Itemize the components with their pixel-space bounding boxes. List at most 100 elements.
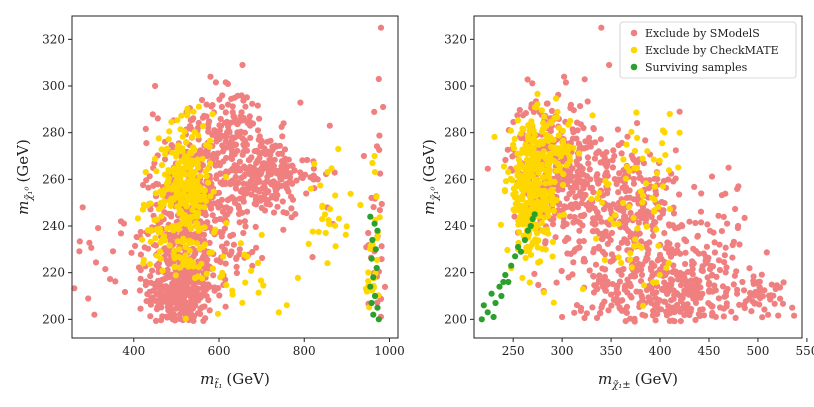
right-point-exclude-by-smodels — [577, 144, 584, 151]
left-point-exclude-by-checkmate — [140, 201, 147, 208]
left-point-exclude-by-smodels — [136, 287, 143, 294]
left-point-exclude-by-checkmate — [159, 267, 166, 274]
left-point-exclude-by-smodels — [165, 210, 172, 217]
right-point-exclude-by-checkmate — [654, 170, 661, 177]
right-point-exclude-by-smodels — [581, 314, 588, 322]
right-point-exclude-by-smodels — [651, 302, 658, 309]
right-point-exclude-by-smodels — [692, 219, 699, 227]
left-point-exclude-by-checkmate — [357, 201, 364, 209]
right-point-surviving-samples — [508, 262, 515, 269]
right-point-exclude-by-checkmate — [541, 200, 549, 207]
right-point-surviving-samples — [492, 299, 499, 307]
right-point-exclude-by-checkmate — [623, 163, 631, 171]
left-point-exclude-by-smodels — [162, 245, 169, 252]
right-point-exclude-by-smodels — [590, 272, 597, 279]
right-point-exclude-by-smodels — [593, 208, 601, 215]
left-point-exclude-by-smodels — [206, 118, 213, 125]
left-point-exclude-by-smodels — [279, 133, 286, 140]
left-point-exclude-by-smodels — [303, 190, 310, 197]
right-point-exclude-by-checkmate — [650, 156, 657, 163]
left-point-exclude-by-smodels — [159, 313, 166, 320]
left-point-exclude-by-checkmate — [180, 199, 187, 206]
left-point-exclude-by-smodels — [249, 176, 256, 183]
right-point-exclude-by-smodels — [638, 271, 646, 278]
left-point-exclude-by-checkmate — [188, 183, 196, 190]
right-point-exclude-by-smodels — [622, 282, 629, 289]
left-point-exclude-by-smodels — [222, 109, 229, 116]
right-point-exclude-by-smodels — [741, 214, 748, 221]
left-point-exclude-by-smodels — [216, 136, 223, 143]
left-y-tick-label: 300 — [42, 79, 65, 93]
left-point-exclude-by-smodels — [261, 190, 268, 197]
left-point-exclude-by-checkmate — [195, 227, 202, 234]
left-point-exclude-by-smodels — [224, 129, 231, 136]
left-point-exclude-by-smodels — [230, 241, 237, 248]
left-point-exclude-by-smodels — [220, 158, 227, 165]
left-point-exclude-by-checkmate — [327, 206, 334, 213]
right-point-exclude-by-checkmate — [564, 160, 571, 167]
right-point-exclude-by-smodels — [692, 280, 700, 287]
right-point-exclude-by-checkmate — [601, 256, 608, 264]
left-point-exclude-by-checkmate — [343, 223, 350, 230]
left-point-exclude-by-checkmate — [175, 253, 182, 260]
left-point-exclude-by-smodels — [170, 290, 177, 297]
legend-box — [619, 21, 797, 79]
left-point-exclude-by-smodels — [145, 245, 152, 252]
left-point-exclude-by-checkmate — [169, 149, 176, 156]
right-point-exclude-by-smodels — [723, 264, 730, 271]
left-point-exclude-by-checkmate — [190, 260, 197, 267]
right-point-exclude-by-smodels — [562, 79, 570, 86]
right-point-exclude-by-checkmate — [556, 163, 564, 170]
right-point-exclude-by-smodels — [591, 155, 599, 162]
right-point-exclude-by-smodels — [679, 292, 686, 299]
right-point-exclude-by-smodels — [605, 221, 613, 228]
right-point-exclude-by-checkmate — [554, 108, 561, 115]
right-point-exclude-by-smodels — [618, 139, 626, 147]
left-point-exclude-by-smodels — [229, 136, 236, 143]
right-point-exclude-by-checkmate — [549, 193, 556, 201]
right-point-exclude-by-smodels — [590, 215, 597, 222]
right-point-exclude-by-smodels — [598, 24, 605, 31]
left-point-exclude-by-smodels — [381, 283, 389, 290]
left-point-surviving-samples — [369, 236, 376, 244]
right-point-exclude-by-smodels — [721, 252, 728, 259]
left-point-exclude-by-checkmate — [209, 265, 216, 272]
right-point-exclude-by-smodels — [560, 219, 567, 226]
right-point-exclude-by-checkmate — [522, 254, 529, 262]
right-scatter-panel: 250 300 350 400 450 500 550 200 220 240 260 280 300… — [420, 15, 814, 391]
left-point-exclude-by-smodels — [243, 181, 250, 188]
left-point-exclude-by-checkmate — [371, 169, 378, 176]
left-point-exclude-by-smodels — [281, 146, 289, 153]
left-point-exclude-by-smodels — [210, 272, 217, 279]
left-y-tick-label: 320 — [42, 32, 65, 46]
left-point-exclude-by-smodels — [252, 223, 259, 230]
right-point-exclude-by-checkmate — [651, 207, 658, 214]
left-point-exclude-by-checkmate — [174, 160, 182, 167]
left-point-exclude-by-smodels — [161, 156, 169, 163]
right-point-exclude-by-smodels — [777, 295, 784, 302]
legend-marker-surviving — [630, 63, 638, 71]
left-point-exclude-by-smodels — [244, 147, 251, 154]
left-point-exclude-by-smodels — [71, 285, 78, 292]
left-point-exclude-by-checkmate — [239, 299, 246, 306]
right-point-exclude-by-smodels — [590, 228, 597, 235]
right-point-exclude-by-smodels — [761, 306, 768, 313]
left-point-exclude-by-smodels — [231, 94, 238, 101]
left-point-exclude-by-checkmate — [186, 247, 193, 254]
right-point-exclude-by-smodels — [681, 274, 688, 281]
left-point-exclude-by-checkmate — [324, 168, 331, 176]
right-point-exclude-by-smodels — [603, 169, 610, 176]
left-point-exclude-by-checkmate — [175, 142, 182, 149]
left-point-exclude-by-checkmate — [174, 148, 181, 155]
left-point-exclude-by-smodels — [227, 206, 234, 213]
left-point-exclude-by-checkmate — [182, 252, 189, 259]
left-point-surviving-samples — [371, 292, 379, 300]
right-point-exclude-by-checkmate — [540, 289, 548, 296]
right-point-exclude-by-checkmate — [649, 194, 656, 201]
right-point-exclude-by-smodels — [695, 250, 702, 257]
left-x-tick-label: 600 — [208, 344, 231, 358]
right-point-exclude-by-smodels — [729, 254, 736, 261]
right-point-exclude-by-smodels — [642, 257, 649, 264]
right-point-exclude-by-smodels — [606, 61, 613, 69]
right-point-exclude-by-smodels — [712, 313, 719, 320]
